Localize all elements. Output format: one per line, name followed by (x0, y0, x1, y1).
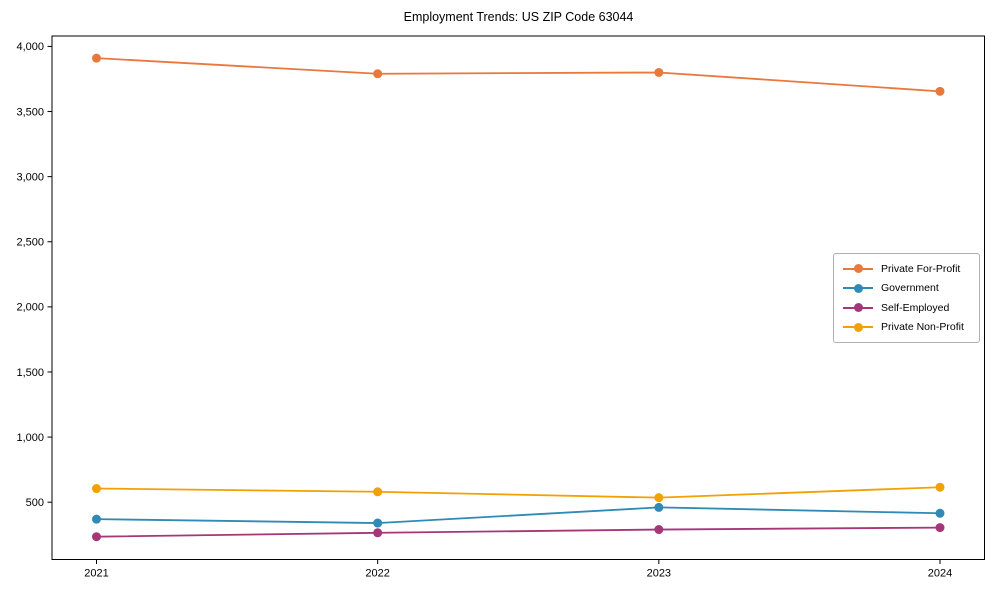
legend-line-marker-icon (843, 283, 873, 293)
x-axis-tick-label: 2021 (84, 568, 108, 580)
data-point-private-for-profit-2022 (373, 69, 383, 79)
x-axis-tick-label: 2023 (647, 568, 671, 580)
series-line-government (96, 506, 941, 524)
y-axis-tick-label: 3,500 (16, 106, 44, 118)
data-point-government-2023 (654, 502, 664, 512)
legend-label: Self-Employed (881, 301, 950, 314)
plot-border (51, 35, 985, 560)
legend-entry-government: Government (843, 279, 971, 299)
legend-label: Government (881, 282, 939, 295)
data-point-self-employed-2024 (935, 523, 945, 533)
data-point-government-2021 (92, 514, 101, 524)
legend-label: Private For-Profit (881, 262, 961, 275)
data-point-self-employed-2022 (373, 528, 383, 538)
data-point-private-non-profit-2024 (935, 482, 945, 492)
y-axis-tick-label: 1,500 (16, 367, 44, 379)
data-point-private-for-profit-2021 (92, 53, 101, 63)
data-point-private-non-profit-2021 (92, 484, 101, 494)
y-axis-tick-label: 1,000 (16, 432, 44, 444)
data-point-private-non-profit-2023 (654, 493, 664, 503)
legend-line-marker-icon (843, 303, 873, 313)
data-point-government-2024 (935, 508, 945, 518)
legend-entry-private-for-profit: Private For-Profit (843, 259, 971, 279)
data-point-private-non-profit-2022 (373, 487, 383, 497)
x-axis-tick-label: 2024 (928, 568, 952, 580)
legend-entry-private-non-profit: Private Non-Profit (843, 318, 971, 338)
y-axis-tick-label: 2,000 (16, 302, 44, 314)
legend-line-marker-icon (843, 322, 873, 332)
legend: Private For-Profit Government Self-Employe… (833, 253, 980, 343)
data-point-government-2022 (373, 518, 383, 528)
data-point-self-employed-2023 (654, 525, 664, 535)
y-axis-tick-label: 4,000 (16, 41, 44, 53)
legend-label: Private Non-Profit (881, 321, 964, 334)
x-axis-tick-label: 2022 (365, 568, 389, 580)
y-axis-tick-label: 500 (26, 497, 44, 509)
data-point-private-for-profit-2023 (654, 67, 664, 77)
legend-entry-self-employed: Self-Employed (843, 298, 971, 318)
y-axis-tick-label: 3,000 (16, 171, 44, 183)
legend-line-marker-icon (843, 264, 873, 274)
series-line-self-employed (96, 526, 941, 538)
data-point-private-for-profit-2024 (935, 86, 945, 96)
chart-title: Employment Trends: US ZIP Code 63044 (403, 10, 634, 24)
data-point-self-employed-2021 (92, 532, 101, 542)
series-line-private-non-profit (96, 486, 941, 499)
y-axis-tick-label: 2,500 (16, 237, 44, 249)
series-line-private-for-profit (96, 57, 941, 93)
